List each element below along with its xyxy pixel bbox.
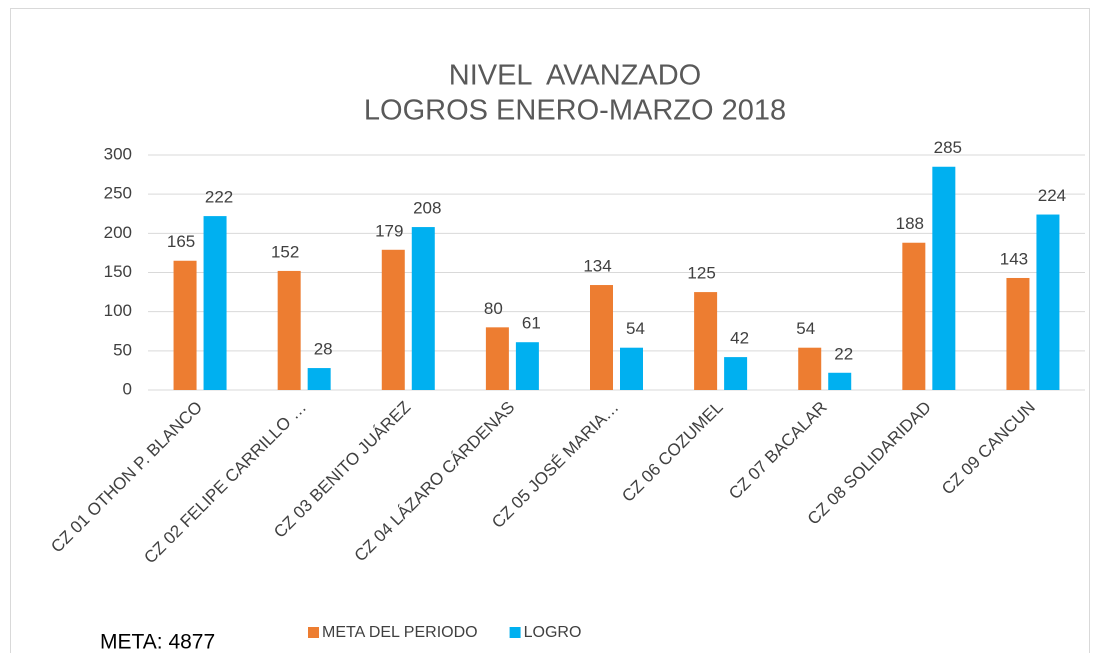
data-label: 188 (896, 214, 924, 233)
data-label: 61 (522, 314, 541, 333)
data-label: 285 (934, 138, 962, 157)
bar (1036, 214, 1060, 390)
annotation: META: 4877 (100, 631, 215, 653)
bar (203, 216, 227, 390)
data-label: 22 (834, 344, 853, 363)
data-label: 54 (626, 319, 645, 338)
bar (1006, 277, 1030, 390)
data-label: 165 (167, 232, 195, 251)
bar (307, 368, 331, 390)
data-label: 222 (205, 188, 233, 207)
data-label: 224 (1038, 186, 1066, 205)
data-label: 134 (583, 257, 611, 276)
bar (902, 242, 926, 390)
y-tick-label: 300 (104, 144, 132, 163)
bar (173, 260, 197, 390)
chart-title: NIVEL AVANZADO (449, 60, 701, 92)
legend-swatch (509, 627, 521, 638)
bar (932, 166, 956, 390)
legend-swatch (308, 627, 319, 638)
bar (828, 372, 852, 390)
y-tick-label: 250 (104, 184, 132, 203)
y-tick-label: 200 (104, 223, 132, 242)
y-tick-label: 150 (104, 262, 132, 281)
data-label: 28 (314, 340, 333, 359)
data-label: 80 (484, 299, 503, 318)
bar (411, 227, 435, 390)
bar (694, 292, 718, 390)
bar (724, 357, 748, 390)
data-label: 42 (730, 329, 749, 348)
legend-label: META DEL PERIODO (322, 624, 478, 641)
bar (590, 285, 613, 390)
bar (515, 342, 539, 390)
data-label: 125 (687, 264, 715, 283)
y-tick-label: 0 (123, 379, 132, 398)
data-label: 208 (413, 199, 441, 218)
y-tick-label: 50 (113, 340, 132, 359)
chart-title: LOGROS ENERO-MARZO 2018 (364, 95, 786, 127)
data-label: 143 (1000, 249, 1028, 268)
bar (277, 270, 301, 390)
data-label: 54 (796, 319, 815, 338)
data-label: 152 (271, 242, 299, 261)
bar (381, 249, 405, 390)
legend-label: LOGRO (524, 624, 582, 641)
data-label: 179 (375, 221, 403, 240)
bar (798, 347, 822, 390)
bar (620, 347, 643, 390)
bar (485, 327, 509, 390)
y-tick-label: 100 (104, 301, 132, 320)
